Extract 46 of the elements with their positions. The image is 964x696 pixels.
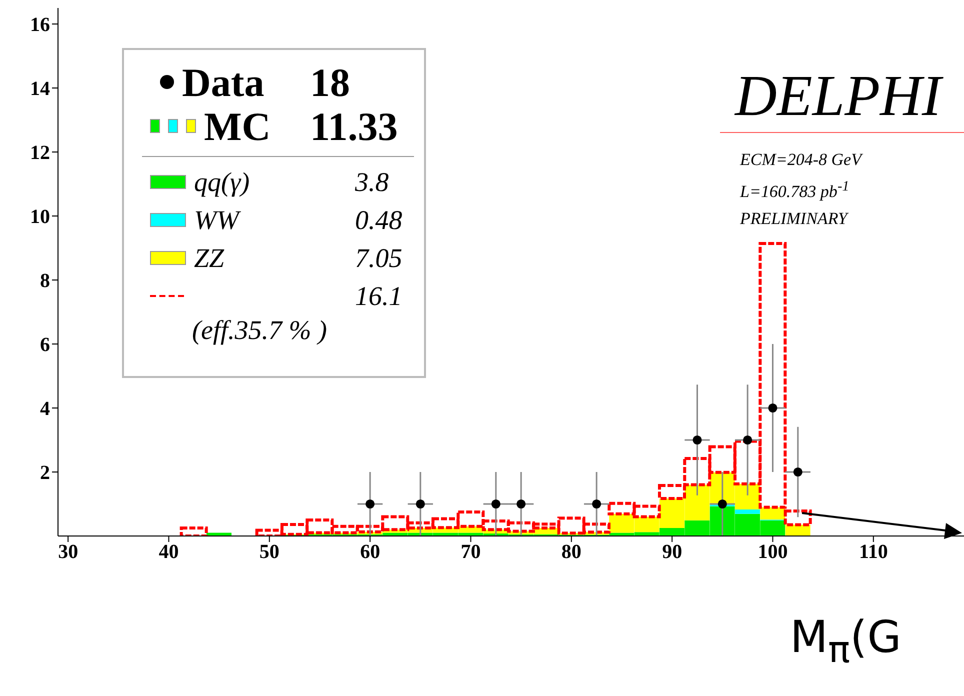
legend-label: ZZ	[194, 242, 224, 274]
legend-label: Data	[182, 60, 264, 104]
annotation: 7.05	[355, 242, 402, 274]
point	[743, 435, 752, 445]
x-tick-label: 100	[758, 541, 788, 564]
text: DELPHI	[735, 62, 942, 129]
x-tick-label: 60	[360, 541, 380, 564]
annotation: 11.33	[310, 102, 398, 150]
point	[491, 499, 500, 509]
annotation: PRELIMINARY	[740, 208, 848, 228]
annotation: (eff.35.7 % )	[191, 315, 328, 346]
bar	[180, 526, 208, 536]
legend-label: qq(γ)	[194, 166, 250, 198]
y-tick-label: 6	[40, 334, 50, 356]
point	[592, 499, 602, 509]
annotation: 18	[310, 58, 350, 106]
point	[718, 499, 727, 509]
annotation: 16.1	[355, 280, 402, 312]
y-tick-label: 8	[40, 270, 50, 292]
point	[692, 435, 702, 445]
x-tick-label: 80	[561, 541, 582, 564]
y-tick-label: 10	[30, 206, 50, 228]
point	[416, 499, 425, 509]
x-tick-label: 90	[662, 541, 682, 564]
annotation: MC	[204, 102, 271, 150]
x-tick-label: 110	[858, 541, 888, 564]
y-tick-label: 16	[30, 14, 50, 36]
point	[516, 499, 526, 509]
x-tick-label: 30	[58, 541, 78, 564]
x-axis-title: M$_{π}$(G	[790, 612, 902, 671]
x-tick-label: 70	[460, 541, 481, 564]
legend-label: WW	[194, 204, 239, 236]
point	[793, 467, 802, 477]
annotation: ECM=204-8 GeV	[740, 150, 862, 169]
y-tick-label: 2	[40, 462, 50, 484]
annotation: L=160.783 pb$^{-1}$	[740, 178, 850, 201]
annotation: 3.8	[355, 166, 389, 198]
x-tick-label: 50	[259, 541, 280, 564]
annotation: 0.48	[355, 204, 402, 236]
x-tick-label: 40	[158, 541, 179, 564]
y-tick-label: 14	[30, 78, 50, 100]
point	[768, 403, 778, 413]
y-tick-label: 4	[40, 398, 50, 420]
point	[366, 499, 375, 509]
y-tick-label: 12	[30, 142, 50, 164]
bar	[734, 509, 760, 514]
